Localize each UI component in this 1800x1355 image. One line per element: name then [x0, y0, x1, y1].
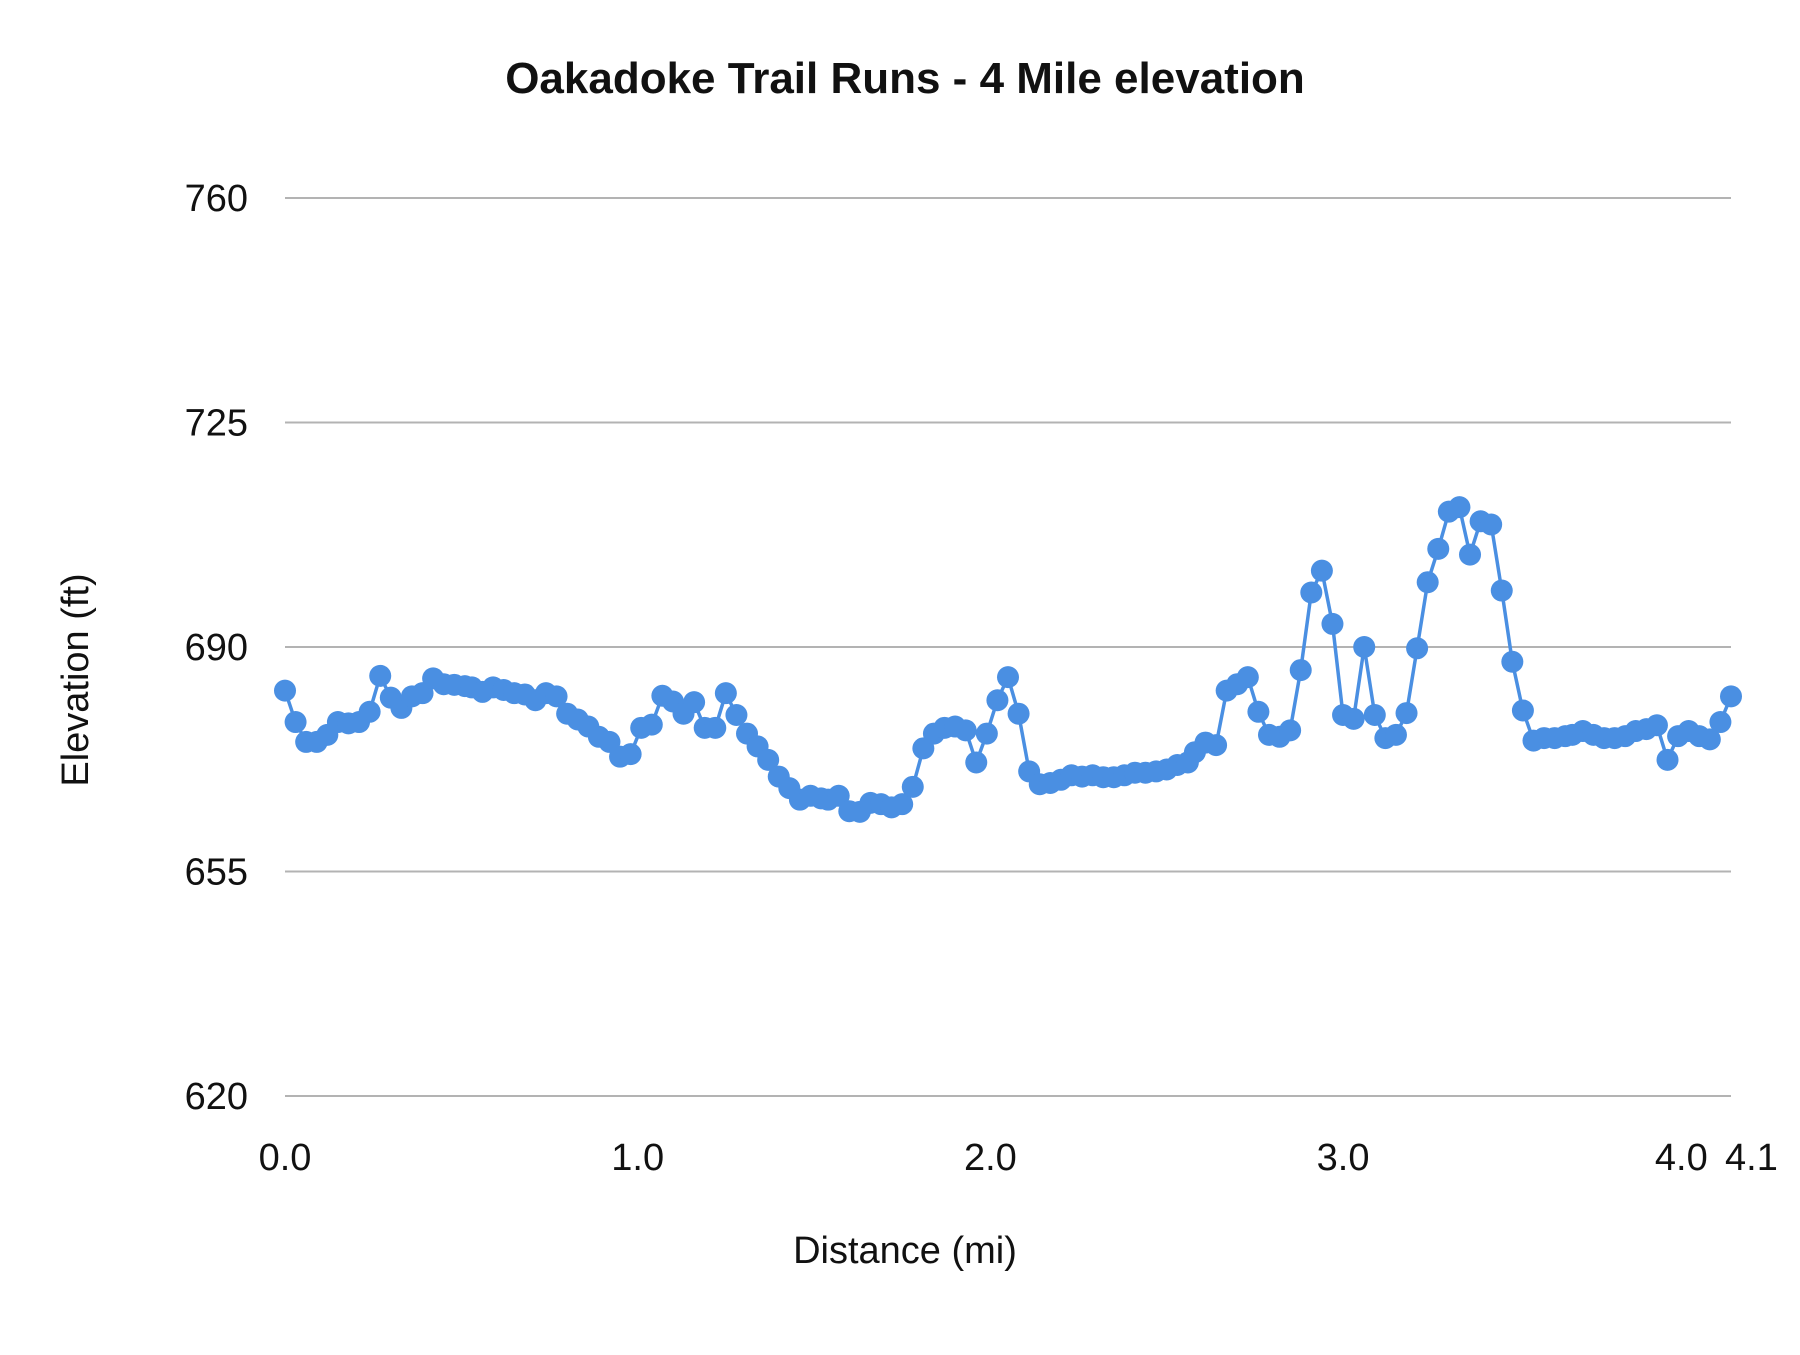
data-point [1709, 711, 1732, 734]
data-point [1384, 723, 1407, 746]
y-axis-ticks: 620 655 690 725 760 [185, 178, 248, 1118]
data-point [827, 784, 850, 807]
data-point [1236, 666, 1259, 689]
data-point [997, 666, 1019, 689]
data-point [1395, 702, 1418, 725]
x-tick-label: 1.0 [611, 1137, 664, 1179]
data-point [369, 664, 392, 687]
data-point [714, 682, 737, 705]
data-point [274, 679, 296, 702]
data-point [1698, 728, 1721, 751]
y-axis-label: Elevation (ft) [55, 573, 97, 786]
data-point [986, 689, 1009, 712]
y-tick-label: 620 [185, 1076, 248, 1118]
data-point [725, 703, 748, 726]
data-point [1480, 513, 1503, 536]
data-point [1205, 734, 1228, 757]
data-point [1342, 707, 1365, 730]
data-point [545, 685, 568, 708]
data-point [1656, 748, 1679, 771]
data-point [1645, 714, 1668, 737]
data-point [1406, 637, 1429, 660]
data-point [619, 743, 642, 766]
x-axis-label: Distance (mi) [793, 1230, 1017, 1272]
chart-title: Oakadoke Trail Runs - 4 Mile elevation [505, 54, 1305, 103]
data-point [683, 691, 706, 714]
data-point [704, 716, 727, 739]
data-point [1363, 703, 1386, 726]
data-point [901, 775, 924, 798]
data-point [640, 713, 663, 736]
data-point [891, 793, 914, 816]
y-tick-label: 725 [185, 403, 248, 445]
gridlines [285, 197, 1731, 1097]
x-axis-ticks: 0.0 1.0 2.0 3.0 4.0 4.1 [259, 1137, 1778, 1179]
y-tick-label: 655 [185, 852, 248, 894]
y-tick-label: 760 [185, 178, 248, 220]
x-tick-label: 2.0 [964, 1137, 1017, 1179]
data-point [1448, 496, 1471, 519]
elevation-series [274, 496, 1742, 823]
data-point [358, 700, 381, 723]
data-point [1353, 636, 1376, 658]
data-point [284, 711, 307, 734]
data-point [954, 719, 977, 742]
data-point [757, 748, 780, 771]
data-point [965, 751, 988, 774]
data-point [1310, 559, 1333, 582]
data-point [1289, 659, 1312, 682]
data-point [1427, 537, 1450, 560]
data-point [1300, 581, 1323, 604]
data-point [1720, 685, 1742, 708]
data-point [1247, 700, 1270, 723]
x-tick-label: 0.0 [259, 1137, 312, 1179]
data-point [1511, 699, 1534, 722]
x-tick-label: 3.0 [1317, 1137, 1370, 1179]
data-point [1279, 719, 1302, 742]
data-point [1490, 579, 1513, 602]
y-tick-label: 690 [185, 627, 248, 669]
data-point [1007, 702, 1030, 725]
data-point [1416, 571, 1439, 594]
x-tick-label: 4.0 [1655, 1137, 1708, 1179]
data-point [1501, 650, 1524, 673]
data-point [975, 722, 998, 745]
data-point [1321, 612, 1344, 635]
data-point [1459, 543, 1482, 566]
x-tick-label: 4.1 [1725, 1137, 1778, 1179]
